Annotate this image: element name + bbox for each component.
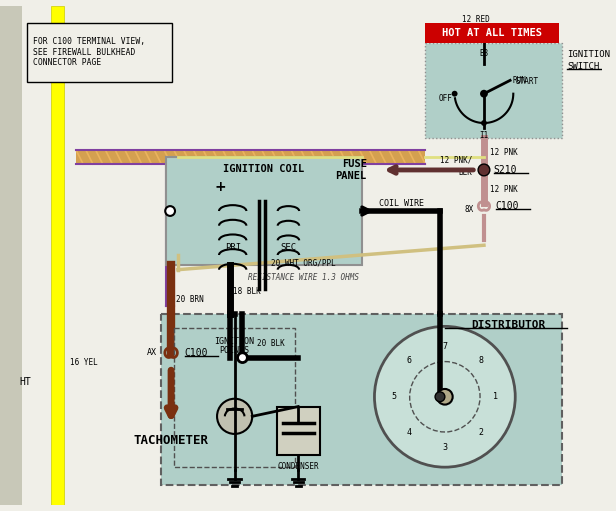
Circle shape [238, 353, 248, 363]
Text: SEE FIREWALL BULKHEAD: SEE FIREWALL BULKHEAD [33, 48, 136, 57]
Circle shape [375, 327, 515, 467]
Circle shape [435, 392, 445, 402]
Text: 12 RED: 12 RED [462, 15, 490, 24]
Text: 12 PNK/: 12 PNK/ [440, 156, 472, 165]
Text: B3: B3 [479, 50, 488, 58]
Circle shape [217, 399, 252, 434]
Text: HOT AT ALL TIMES: HOT AT ALL TIMES [442, 28, 542, 38]
Circle shape [480, 90, 488, 98]
Text: C100: C100 [496, 201, 519, 211]
Text: 20 BLK: 20 BLK [257, 338, 285, 347]
Text: 8X: 8X [465, 204, 474, 214]
Text: HT: HT [20, 377, 31, 387]
Text: 6: 6 [407, 357, 411, 365]
Text: PRI: PRI [225, 243, 241, 252]
Text: 7: 7 [442, 341, 447, 351]
Circle shape [478, 164, 490, 176]
Text: OFF: OFF [439, 94, 453, 103]
Text: C100: C100 [185, 348, 208, 358]
Bar [161, 314, 562, 485]
Text: SWITCH: SWITCH [567, 62, 599, 71]
Text: IGNITION COIL: IGNITION COIL [224, 164, 304, 174]
Bar [166, 164, 174, 306]
Bar [166, 157, 362, 265]
Text: 3: 3 [442, 443, 447, 452]
Text: AX: AX [147, 349, 156, 357]
Text: 8: 8 [478, 357, 483, 365]
Text: 5: 5 [392, 392, 397, 401]
Text: FOR C100 TERMINAL VIEW,: FOR C100 TERMINAL VIEW, [33, 37, 145, 46]
Bar [0, 6, 22, 505]
Bar [27, 24, 172, 82]
Text: DISTRIBUTOR: DISTRIBUTOR [471, 320, 546, 331]
Text: IGNITION: IGNITION [567, 50, 610, 59]
Circle shape [437, 389, 453, 405]
Text: RUN: RUN [512, 76, 526, 85]
Text: S210: S210 [494, 165, 517, 175]
Text: CONNECTOR PAGE: CONNECTOR PAGE [33, 58, 102, 67]
Bar [425, 43, 562, 137]
Text: 20 WHT ORG/PPL: 20 WHT ORG/PPL [270, 259, 336, 267]
Text: FUSE
PANEL: FUSE PANEL [335, 159, 367, 181]
Text: POINTS: POINTS [220, 346, 249, 355]
Bar [51, 6, 63, 505]
Text: +: + [214, 179, 226, 194]
Circle shape [165, 206, 175, 216]
Bar [76, 150, 425, 164]
Text: IGNITION: IGNITION [214, 337, 254, 345]
Text: 1: 1 [493, 392, 498, 401]
Text: RESISTANCE WIRE 1.3 OHMS: RESISTANCE WIRE 1.3 OHMS [248, 273, 359, 282]
Text: BLK: BLK [458, 169, 472, 177]
Text: 2: 2 [478, 428, 483, 437]
Text: CONDENSER: CONDENSER [277, 462, 319, 471]
Text: 4: 4 [407, 428, 411, 437]
Text: 16 YEL: 16 YEL [70, 358, 98, 367]
Text: SEC: SEC [280, 243, 296, 252]
Circle shape [481, 120, 487, 126]
Text: COIL WIRE: COIL WIRE [379, 199, 424, 207]
Text: 12 PNK: 12 PNK [490, 185, 517, 194]
Text: 18 BLK: 18 BLK [233, 287, 261, 296]
Bar [174, 329, 295, 467]
Bar [277, 407, 320, 455]
Text: START: START [515, 78, 538, 86]
Text: TACHOMETER: TACHOMETER [134, 434, 209, 447]
Text: 20 BRN: 20 BRN [176, 294, 204, 304]
Text: I1: I1 [479, 131, 488, 140]
Text: 12 PNK: 12 PNK [490, 148, 517, 157]
Circle shape [452, 91, 458, 97]
Bar [425, 24, 559, 43]
